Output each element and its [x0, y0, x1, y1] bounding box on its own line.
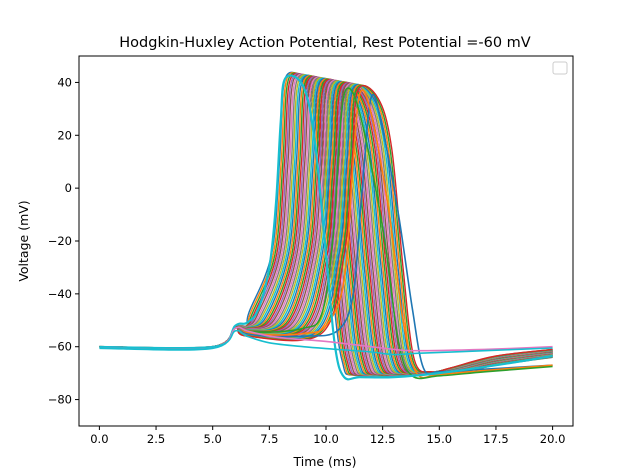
- x-axis: 0.0 2.5 5.0 7.5 10.0 12.5 15.0 17.5 20.0: [90, 426, 565, 446]
- y-tick-label: 0: [65, 181, 72, 195]
- series-group: [99, 71, 553, 381]
- chart-title: Hodgkin-Huxley Action Potential, Rest Po…: [119, 35, 530, 51]
- y-tick-label: −20: [48, 234, 72, 248]
- y-tick-label: −40: [48, 287, 72, 301]
- x-tick-label: 2.5: [147, 432, 165, 446]
- y-tick-label: −60: [48, 340, 72, 354]
- y-axis: −80 −60 −40 −20 0 20 40: [48, 75, 79, 407]
- y-tick-label: 20: [57, 128, 72, 142]
- x-axis-label: Time (ms): [292, 454, 356, 469]
- y-tick-label: 40: [57, 75, 72, 89]
- x-tick-label: 12.5: [370, 432, 396, 446]
- series-line-5: [99, 329, 553, 356]
- x-tick-label: 15.0: [426, 432, 452, 446]
- y-tick-label: −80: [48, 393, 72, 407]
- x-tick-label: 0.0: [90, 432, 108, 446]
- x-tick-label: 10.0: [313, 432, 339, 446]
- x-tick-label: 20.0: [540, 432, 566, 446]
- y-axis-label: Voltage (mV): [16, 200, 31, 281]
- series-line-3: [99, 74, 553, 381]
- legend-box: [552, 61, 568, 75]
- x-tick-label: 7.5: [260, 432, 278, 446]
- x-tick-label: 5.0: [204, 432, 222, 446]
- x-tick-label: 17.5: [483, 432, 509, 446]
